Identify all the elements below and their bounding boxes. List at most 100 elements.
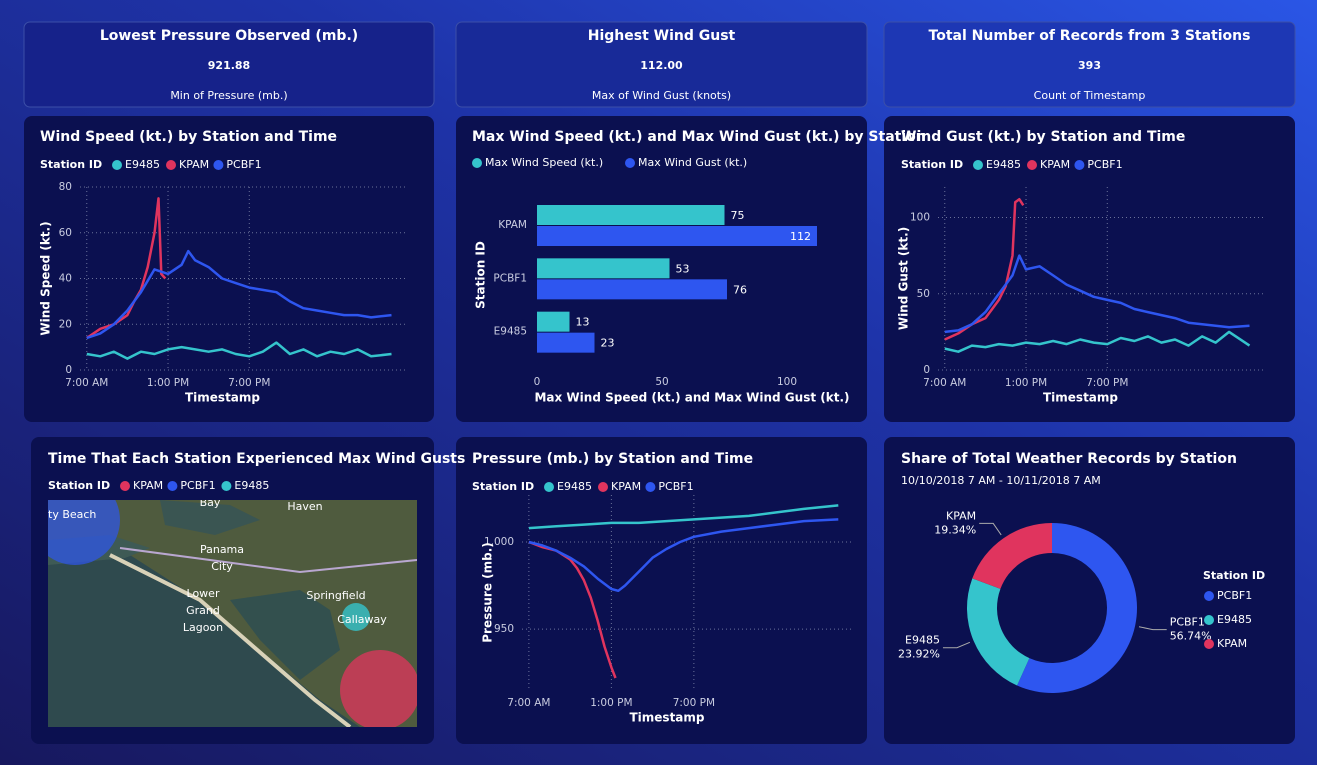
legend-label: KPAM [179,158,209,171]
chart-panel [884,437,1295,744]
legend-marker [544,482,554,492]
bar [537,279,727,300]
y-tick-label: 20 [59,318,72,330]
legend-label: E9485 [1217,613,1252,626]
map-label: City [211,560,233,573]
data-label: 112 [790,230,811,243]
map-bubble [48,500,120,565]
y-tick-label: 0 [923,364,930,376]
card-value: 393 [1078,59,1101,72]
slice-label: 56.74% [1170,630,1212,643]
chart-panel [884,116,1295,422]
leader-line [942,641,971,649]
x-tick-label: 7:00 PM [673,697,715,709]
x-tick-label: 50 [655,376,668,388]
legend-label: PCBF1 [1217,589,1252,602]
chart-title: Wind Speed (kt.) by Station and Time [40,129,337,145]
legend-title: Station ID [472,480,534,493]
map: Haven Panama City Lower Grand Lagoon Spr… [48,496,417,727]
card-title: Total Number of Records from 3 Stations [929,28,1251,44]
legend-marker [598,482,608,492]
data-label: 75 [731,209,745,222]
chart-title: Wind Gust (kt.) by Station and Time [901,129,1185,145]
leader-line [979,522,1002,536]
legend-marker [1204,591,1214,601]
legend-label: E9485 [234,479,269,492]
x-axis-title: Timestamp [629,711,704,725]
map-label: Haven [287,500,322,513]
map-road [119,547,417,574]
y-tick-label: PCBF1 [493,272,527,284]
legend-title: Station ID [40,158,102,171]
card-panel [455,21,868,108]
card-subtitle: Min of Pressure (mb.) [170,89,287,102]
legend-label: E9485 [557,480,592,493]
slice-label: 19.34% [934,523,976,536]
map-label: Lower [187,587,220,600]
x-tick-label: 7:00 AM [65,377,108,389]
bar [537,258,670,279]
series-line [528,518,839,593]
y-tick-label: 60 [59,227,72,239]
donut-slice [972,523,1052,589]
card-panel [23,21,435,108]
legend-marker [1074,160,1085,170]
x-tick-label: 1:00 PM [1005,377,1047,389]
legend-title: Station ID [901,158,963,171]
map-bay [230,590,340,680]
y-axis-title: Wind Speed (kt.) [39,221,53,335]
card-panel [883,21,1296,108]
legend-label: KPAM [1040,158,1070,171]
card-subtitle: Count of Timestamp [1034,89,1146,102]
legend-marker [221,481,232,491]
map-label: Callaway [337,613,387,626]
bar [537,226,817,246]
chart-title: Share of Total Weather Records by Statio… [901,451,1237,467]
donut-slice [1017,523,1137,693]
legend-marker [1027,160,1037,170]
card-value: 921.88 [208,59,250,72]
legend-label: Max Wind Gust (kt.) [638,156,747,169]
leader-line [1138,626,1167,631]
donut-slice [967,578,1030,686]
card-value: 112.00 [640,59,683,72]
x-tick-label: 7:00 AM [923,377,966,389]
map-label: Lagoon [183,621,223,634]
x-axis-title: Timestamp [185,391,260,405]
legend-marker [213,160,224,170]
y-tick-label: 50 [917,288,930,300]
chart-subtitle: 10/10/2018 7 AM - 10/11/2018 7 AM [901,474,1101,487]
map-label: ty Beach [48,508,96,521]
chart-title: Max Wind Speed (kt.) and Max Wind Gust (… [472,129,926,145]
bar [537,332,595,353]
series-line [944,330,1251,353]
data-label: 53 [676,262,690,275]
y-tick-label: 0 [65,364,72,376]
legend-marker [1204,639,1214,649]
legend-label: E9485 [125,158,160,171]
y-axis-title: Station ID [474,241,488,309]
legend-title: Station ID [48,479,110,492]
legend-label: KPAM [611,480,641,493]
map-label: Springfield [306,589,365,602]
card-title: Lowest Pressure Observed (mb.) [100,28,358,44]
x-tick-label: 1:00 PM [590,697,632,709]
x-tick-label: 100 [777,376,797,388]
y-tick-label: 100 [910,212,930,224]
series-line [944,254,1250,334]
legend-marker [167,481,178,491]
map-beach [109,553,352,727]
data-label: 13 [576,316,590,329]
x-tick-label: 0 [534,376,541,388]
data-label: 23 [601,337,615,350]
x-tick-label: 7:00 PM [228,377,270,389]
y-tick-label: KPAM [498,219,527,231]
bar [537,311,570,332]
y-tick-label: 40 [59,273,72,285]
legend-label: KPAM [1217,637,1247,650]
legend-label: E9485 [986,158,1021,171]
map-label: Bay [200,496,221,509]
legend-label: PCBF1 [226,158,261,171]
slice-name: PCBF1 [1170,616,1205,629]
